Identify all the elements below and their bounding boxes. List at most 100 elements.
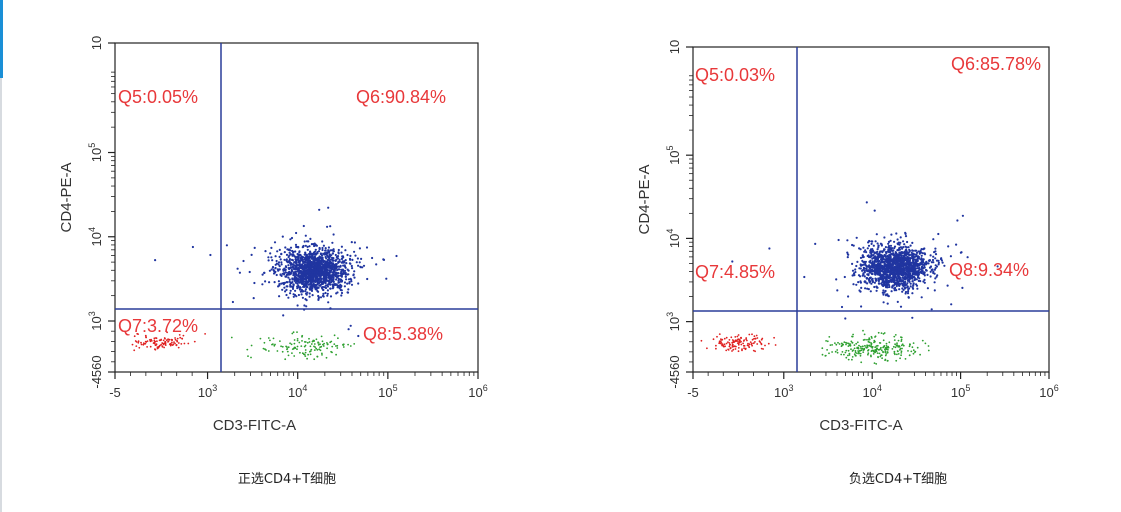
event-point-Q8 xyxy=(347,343,349,346)
event-point-Q6 xyxy=(309,266,312,269)
event-point-Q6 xyxy=(905,260,909,263)
event-point-Q6 xyxy=(336,268,339,272)
event-point-Q8 xyxy=(840,345,843,348)
event-point-Q7 xyxy=(179,336,182,339)
event-point-Q6 xyxy=(892,279,895,282)
event-point-Q7 xyxy=(755,334,758,337)
event-point-Q8 xyxy=(876,352,879,354)
event-point-Q8 xyxy=(259,337,262,340)
event-point-Q8 xyxy=(316,355,319,358)
y-axis-title: CD4-PE-A xyxy=(58,162,75,232)
event-point-Q6 xyxy=(920,268,923,271)
event-point-Q6 xyxy=(351,258,354,261)
x-tick-exponent: 3 xyxy=(212,383,217,393)
event-point-Q6 xyxy=(278,295,281,298)
event-point-Q6 xyxy=(357,264,360,267)
event-point-Q6 xyxy=(337,274,340,277)
event-point-Q8 xyxy=(845,356,848,359)
event-point-Q6 xyxy=(242,259,245,263)
event-point-Q6 xyxy=(285,285,288,288)
event-point-Q8 xyxy=(875,363,878,365)
event-point-Q6 xyxy=(335,272,338,276)
event-point-Q8 xyxy=(262,347,265,350)
event-point-Q6 xyxy=(263,271,266,274)
x-tick-label: 104 xyxy=(862,383,881,400)
event-point-Q6 xyxy=(309,277,313,280)
event-point-Q6 xyxy=(285,288,288,291)
event-point-Q6 xyxy=(320,280,323,283)
event-point-Q6 xyxy=(309,250,312,253)
event-point-Q6 xyxy=(872,244,875,247)
population-Q7 xyxy=(700,333,777,353)
event-point-Q6 xyxy=(897,265,900,268)
event-point-Q6 xyxy=(340,251,343,254)
event-point-Q7 xyxy=(154,348,157,351)
event-point-Q6 xyxy=(344,249,347,252)
event-point-Q6 xyxy=(332,271,335,274)
event-point-Q7 xyxy=(158,345,160,348)
event-point-Q7 xyxy=(145,336,147,338)
event-point-Q6 xyxy=(302,278,305,281)
event-point-Q8 xyxy=(884,351,887,354)
event-point-Q7 xyxy=(756,337,759,339)
y-tick-exponent: 3 xyxy=(665,312,675,317)
event-point-Q6 xyxy=(285,281,288,284)
event-point-Q6 xyxy=(896,253,899,256)
event-point-Q8 xyxy=(322,345,325,347)
event-point-Q6 xyxy=(872,265,875,268)
event-point-Q6 xyxy=(331,274,334,277)
event-point-Q6 xyxy=(920,254,923,257)
event-point-Q6 xyxy=(312,252,316,256)
event-point-Q6 xyxy=(289,283,292,287)
event-point-Q6 xyxy=(273,271,276,274)
event-point-Q6 xyxy=(320,277,323,281)
event-point-Q6 xyxy=(321,285,325,289)
event-point-Q6 xyxy=(342,271,345,274)
event-point-Q6 xyxy=(906,273,909,276)
event-point-Q6 xyxy=(854,268,857,271)
event-point-Q6 xyxy=(324,247,327,250)
x-tick-exponent: 6 xyxy=(1054,383,1059,393)
event-point-Q7 xyxy=(176,337,179,340)
event-point-Q8 xyxy=(274,343,276,346)
event-point-Q8 xyxy=(855,342,858,345)
event-point-Q7 xyxy=(737,343,740,346)
event-point-Q6 xyxy=(301,296,304,299)
event-point-Q6 xyxy=(310,255,313,258)
event-point-Q7 xyxy=(736,335,739,338)
event-point-Q7 xyxy=(178,334,181,336)
event-point-Q6 xyxy=(866,282,869,285)
event-point-Q6 xyxy=(319,260,322,263)
event-point-Q6 xyxy=(301,260,304,263)
event-point-Q6 xyxy=(318,208,321,211)
x-tick-label: -5 xyxy=(109,385,121,400)
event-point-Q6 xyxy=(332,250,335,253)
event-point-Q6 xyxy=(289,253,293,256)
event-point-Q8 xyxy=(316,349,319,351)
event-point-Q6 xyxy=(882,293,885,296)
event-point-Q6 xyxy=(291,249,294,253)
event-point-Q8 xyxy=(844,351,847,354)
event-point-Q6 xyxy=(883,236,886,239)
event-point-Q8 xyxy=(863,333,866,336)
caption-negative-selection: 负选CD4+T细胞 xyxy=(848,472,948,487)
event-point-Q8 xyxy=(867,338,870,341)
event-point-Q6 xyxy=(293,279,296,282)
event-point-Q8 xyxy=(335,345,337,347)
event-point-Q6 xyxy=(338,258,341,261)
event-point-Q6 xyxy=(929,275,932,278)
event-point-Q6 xyxy=(282,282,285,285)
event-point-Q8 xyxy=(836,349,839,351)
event-point-Q6 xyxy=(859,267,862,270)
event-point-Q7 xyxy=(725,336,728,339)
event-point-Q6 xyxy=(296,255,299,258)
event-point-Q6 xyxy=(316,289,319,293)
event-point-Q7 xyxy=(727,348,729,351)
event-point-Q6 xyxy=(901,290,904,293)
event-point-Q8 xyxy=(914,351,916,353)
event-point-Q6 xyxy=(300,266,303,269)
plot-frame xyxy=(692,46,1050,373)
event-point-Q6 xyxy=(319,271,322,274)
event-point-Q6 xyxy=(231,300,234,304)
event-point-Q6 xyxy=(887,276,890,280)
